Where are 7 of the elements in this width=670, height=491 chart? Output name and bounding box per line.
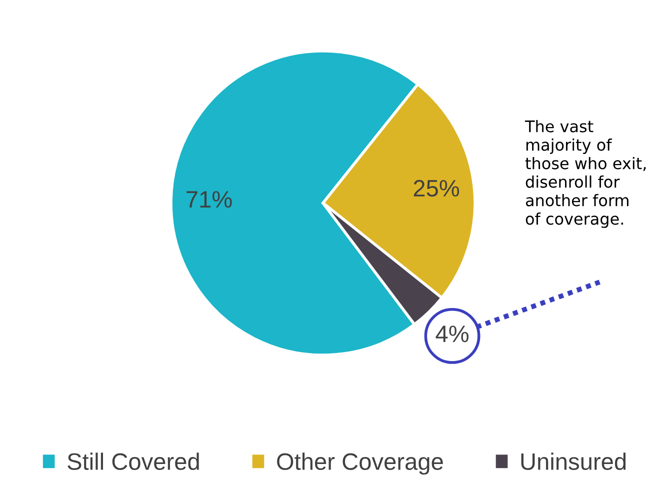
data-label: 71% <box>186 191 232 208</box>
text: The vast majority of those who exit, disenroll for another form of coverage. <box>524 120 646 228</box>
legend-label: Still Covered <box>68 452 199 470</box>
data-label: 25% <box>414 180 460 197</box>
legend-label: Uninsured <box>521 452 626 470</box>
data-label: 4% <box>436 326 469 342</box>
legend-label: Other Coverage <box>277 452 443 475</box>
